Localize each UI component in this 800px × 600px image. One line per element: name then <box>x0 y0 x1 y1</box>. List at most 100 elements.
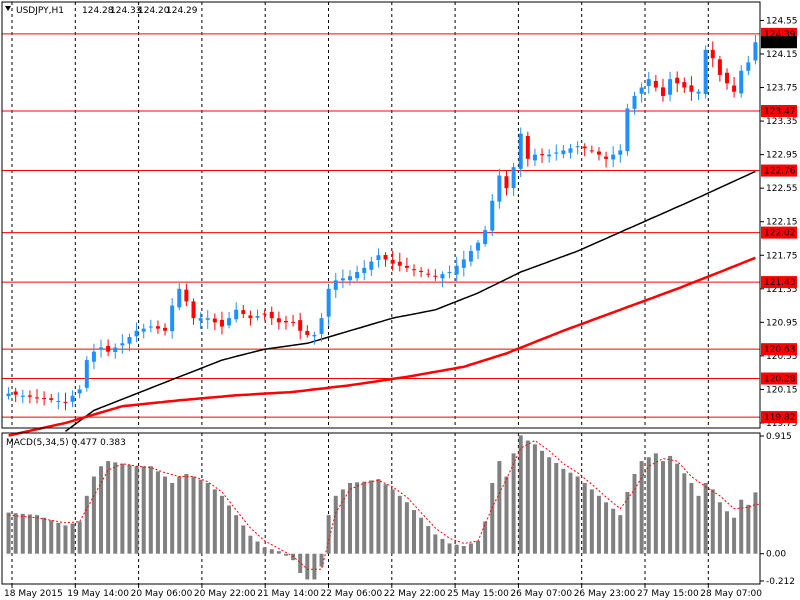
candle-body <box>660 87 665 96</box>
candle-body <box>170 305 175 332</box>
candle-body <box>433 275 438 277</box>
macd-histogram-bar <box>106 461 111 554</box>
candle-body <box>511 167 516 189</box>
candle-body <box>91 351 96 362</box>
price-tick-label: 121.75 <box>766 251 798 261</box>
candle-body <box>682 82 687 88</box>
macd-histogram-bar <box>426 526 431 554</box>
candle-body <box>568 148 573 153</box>
macd-histogram-bar <box>369 480 374 554</box>
macd-histogram-bar <box>56 522 61 554</box>
ohlc-high: 124.33 <box>110 6 142 16</box>
time-tick-label: 27 May 15:00 <box>637 589 699 599</box>
candle-body <box>355 272 360 279</box>
macd-panel <box>6 435 759 580</box>
candle-body <box>596 151 601 155</box>
macd-histogram-bar <box>127 464 132 554</box>
candle-body <box>419 270 424 273</box>
macd-histogram-bar <box>248 535 253 554</box>
candle-body <box>340 278 345 281</box>
macd-histogram-bar <box>219 495 224 554</box>
candle-body <box>13 391 18 395</box>
candle-body <box>42 398 47 400</box>
macd-histogram-bar <box>91 476 96 554</box>
level-label: 120.63 <box>764 345 796 355</box>
candle-body <box>561 150 566 155</box>
macd-histogram-bar <box>561 468 566 554</box>
candle-body <box>575 146 580 148</box>
macd-histogram-bar <box>753 492 758 554</box>
level-label: 120.28 <box>764 375 796 385</box>
price-tick-label: 122.15 <box>766 218 798 228</box>
macd-histogram-bar <box>419 517 424 554</box>
macd-histogram-bar <box>468 543 473 554</box>
macd-histogram-bar <box>177 476 182 554</box>
candle-body <box>412 269 417 271</box>
candle-body <box>134 330 139 337</box>
candle-body <box>49 398 54 400</box>
candle-body <box>106 345 111 352</box>
macd-histogram-bar <box>596 495 601 554</box>
macd-histogram-bar <box>347 482 352 554</box>
candle-body <box>532 154 537 161</box>
candle-body <box>753 42 758 61</box>
macd-histogram-bar <box>732 517 737 554</box>
candle-body <box>525 136 530 159</box>
current-price-label-bg <box>761 36 797 49</box>
level-lines <box>2 33 760 418</box>
macd-histogram-bar <box>653 453 658 554</box>
candle-body <box>248 315 253 319</box>
macd-histogram-bar <box>241 525 246 554</box>
candle-body <box>283 320 288 323</box>
macd-histogram-bar <box>525 440 530 554</box>
candle-body <box>63 401 68 403</box>
macd-histogram-bar <box>212 489 217 554</box>
macd-histogram-bar <box>404 502 409 554</box>
candle-body <box>689 85 694 92</box>
macd-histogram-bar <box>483 521 488 554</box>
macd-histogram-bar <box>234 515 239 554</box>
macd-histogram-bar <box>689 482 694 554</box>
macd-histogram-bar <box>163 476 168 554</box>
price-tick-label: 122.95 <box>766 151 798 161</box>
candle-body <box>717 59 722 75</box>
macd-histogram-bar <box>42 517 47 554</box>
macd-histogram-bar <box>84 495 89 554</box>
macd-histogram-bar <box>440 538 445 554</box>
macd-histogram-bar <box>660 461 665 554</box>
candle-body <box>554 152 559 154</box>
macd-histogram-bar <box>283 553 288 556</box>
collapse-triangle-icon[interactable] <box>5 6 11 11</box>
level-label-bg <box>761 105 797 118</box>
candle-body <box>312 334 317 337</box>
macd-histogram-bar <box>333 495 338 554</box>
macd-histogram-bar <box>568 472 573 554</box>
candle-body <box>732 85 737 92</box>
grid-layer <box>11 2 709 584</box>
macd-histogram-bar <box>668 455 673 554</box>
macd-histogram-bar <box>77 521 82 554</box>
macd-histogram-bar <box>554 463 559 554</box>
macd-histogram-bar <box>305 553 310 580</box>
time-tick-label: 25 May 15:00 <box>447 589 509 599</box>
macd-histogram-bar <box>575 476 580 554</box>
macd-histogram-bar <box>113 462 118 554</box>
moving-average-line <box>65 170 756 432</box>
macd-histogram-bar <box>27 514 32 554</box>
macd-histogram-bar <box>269 549 274 554</box>
candle-body <box>497 175 502 202</box>
macd-histogram-bar <box>412 509 417 554</box>
candle-body <box>184 289 189 302</box>
candle-body <box>148 326 153 328</box>
macd-histogram-bar <box>696 495 701 554</box>
macd-histogram-bar <box>461 546 466 554</box>
candle-body <box>540 154 545 156</box>
candle-body <box>333 280 338 290</box>
candle-body <box>710 49 715 59</box>
candle-body <box>155 326 160 329</box>
macd-histogram-bar <box>298 553 303 574</box>
candle-body <box>625 108 630 152</box>
macd-histogram-bar <box>632 473 637 554</box>
candle-body <box>426 273 431 275</box>
